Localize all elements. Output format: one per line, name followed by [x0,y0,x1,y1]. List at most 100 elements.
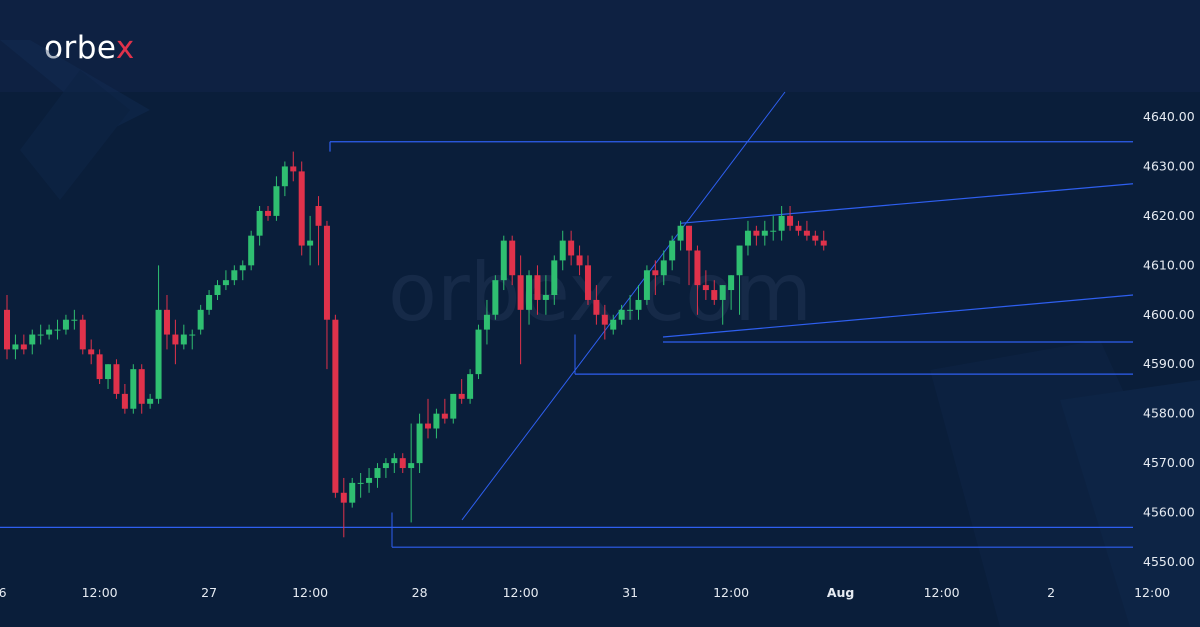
candle [214,280,221,300]
candle-body [231,270,238,281]
candle-body [643,270,650,300]
candle-body [669,240,676,261]
candle [517,255,524,365]
candle [180,324,187,350]
candle [601,304,608,340]
candle-body [753,230,760,236]
x-tick-label: 12:00 [292,585,328,600]
candle [795,220,802,236]
x-tick-label: 2 [1047,585,1055,600]
candle [425,398,431,439]
candle [652,260,659,295]
candle-body [105,364,112,380]
candle-body [660,260,667,276]
candle [584,255,591,305]
candle [669,235,676,271]
candle [155,265,162,404]
candle [172,319,179,365]
candle-body [130,369,137,409]
candle [239,260,246,281]
candle [467,369,474,404]
candle-body [88,349,95,355]
candle-body [54,329,61,331]
candle-body [349,482,356,503]
candle [719,285,726,325]
candle [121,384,128,414]
candle-body [534,275,541,300]
candle [113,359,120,399]
candle [702,270,709,300]
y-tick-label: 4570.00 [1143,455,1195,470]
candle [248,230,255,271]
candle-body [298,171,305,246]
x-tick-label: 12:00 [924,585,960,600]
candle [391,453,398,473]
candle [382,458,389,478]
candle [163,295,170,350]
candle [761,220,768,246]
candle-body [744,230,751,246]
candle [492,275,499,320]
candle-body [307,240,314,246]
candle-body [265,210,272,216]
candle-body [399,458,406,469]
candle-body [778,215,785,231]
candle-body [576,255,583,266]
candle [357,473,364,498]
candle [349,477,356,508]
candle [399,453,406,473]
header-bar [0,0,1200,92]
candle-body [138,369,145,404]
candle-body [37,334,44,336]
candle-body [408,463,415,469]
candle-body [79,319,86,350]
candle-body [441,413,448,419]
candle-body [214,285,221,295]
candle [323,220,330,370]
candle [138,364,145,414]
candle [526,270,533,325]
candle-body [517,275,524,310]
candle-body [189,334,196,336]
candle [551,255,558,305]
candle [4,295,10,360]
candle-body [593,299,600,315]
candle-body [273,186,280,216]
candle-body [795,225,802,231]
candle-body [222,280,229,286]
candle-body [374,468,381,478]
candle-body [4,309,10,350]
candle [770,215,777,241]
candle-body [46,329,53,335]
x-tick-label: 28 [412,585,428,600]
x-tick-label: 12:00 [713,585,749,600]
x-tick-label: 31 [622,585,638,600]
candle-body [366,477,373,483]
candle-body [694,250,701,286]
candle [711,280,718,305]
candle [29,329,36,355]
y-tick-label: 4610.00 [1143,257,1195,272]
candle-body [206,295,213,310]
candle [744,220,751,256]
candle-body [382,463,389,469]
x-tick-label: 12:00 [1134,585,1170,600]
candle-body [627,309,634,311]
candle-body [155,309,162,399]
candle [559,230,566,271]
candle [281,161,288,197]
candle [542,275,549,315]
candle-body [483,314,490,330]
candle-body [711,290,718,300]
candle [307,215,314,266]
candle [778,206,785,241]
y-tick-label: 4550.00 [1143,554,1195,569]
candle [450,393,457,424]
y-tick-label: 4620.00 [1143,208,1195,223]
candle-body [761,230,768,236]
candle-body [584,265,591,300]
x-tick-label: Aug [827,585,855,600]
candle [189,329,196,350]
trend-line [461,91,786,521]
candle [500,235,507,291]
